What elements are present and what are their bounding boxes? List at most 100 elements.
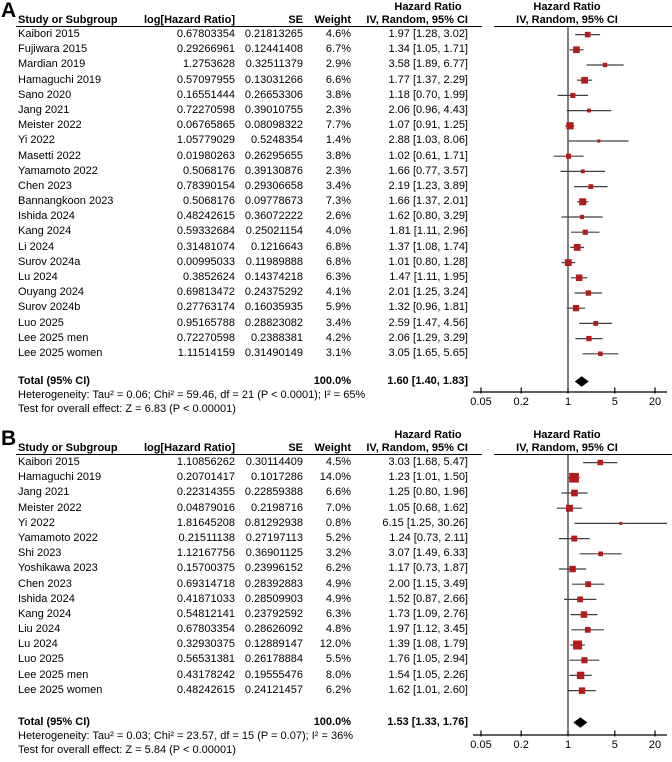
study-row: Surov 2024a 0.00995033 0.11989888 6.8% 1.01 … [0, 255, 672, 270]
study-row: Lu 2024 0.32930375 0.12889147 12.0% 1.39 [1.… [0, 637, 672, 652]
study-name: Hamaguchi 2019 [18, 471, 102, 484]
weight-value: 4.0% [325, 225, 351, 238]
x-axis-tick-label: 1 [565, 739, 571, 751]
study-column-header: Study or Subgroup [18, 14, 118, 26]
x-axis-tick-label: 20 [649, 739, 661, 751]
se-value: 0.28392883 [244, 577, 303, 590]
se-value: 0.24375292 [244, 286, 303, 299]
weight-value: 5.5% [325, 653, 351, 666]
point-estimate-marker [619, 521, 623, 525]
study-name: Li 2024 [18, 240, 55, 253]
total-row: Total (95% CI) 100.0% 1.60 [1.40, 1.83] [0, 374, 470, 389]
se-value: 0.31490149 [244, 346, 303, 359]
x-axis-tick-label: 20 [649, 396, 661, 408]
log-hr-value: 0.27763174 [176, 301, 235, 314]
se-value: 0.5248354 [251, 134, 303, 147]
hr-ci-text: 2.59 [1.47, 4.56] [388, 316, 468, 329]
weight-column-header: Weight [314, 442, 351, 454]
point-estimate-marker [597, 139, 601, 143]
point-estimate-marker [579, 214, 585, 220]
se-value: 0.26295655 [244, 149, 303, 162]
study-row: Luo 2025 0.56531381 0.26178884 5.5% 1.76 [1.… [0, 652, 672, 667]
point-estimate-marker [579, 198, 587, 206]
weight-value: 6.8% [325, 255, 351, 268]
log-hr-value: 0.67803354 [176, 28, 235, 40]
panel-b: B Hazard Ratio Hazard Ratio Study or Sub… [0, 428, 672, 762]
log-hr-value: 0.04879016 [176, 501, 235, 514]
point-estimate-marker [587, 108, 591, 113]
study-name: Lee 2025 women [18, 346, 103, 359]
study-name: Lu 2024 [18, 271, 58, 283]
study-row: Hamaguchi 2019 0.57097955 0.13031266 6.6% 1.… [0, 73, 672, 88]
hr-ci-text: 1.62 [1.01, 2.60] [388, 683, 468, 696]
point-estimate-marker [566, 122, 574, 130]
study-rows: Kaibori 2015 1.10856262 0.30114409 4.5% 3.03… [0, 455, 672, 698]
study-name: Yi 2022 [18, 516, 55, 529]
hr-ci-text: 2.06 [0.96, 4.43] [388, 103, 468, 116]
se-value: 0.11989888 [245, 255, 303, 268]
panel-b-header: Hazard Ratio Hazard Ratio Study or Subgr… [0, 428, 672, 455]
point-estimate-marker [572, 305, 580, 312]
se-value: 0.81292938 [244, 516, 303, 529]
log-hr-value: 1.12167756 [176, 547, 235, 560]
study-rows: Kaibori 2015 0.67803354 0.21813265 4.6% 1.97… [0, 27, 672, 361]
study-name: Lu 2024 [18, 638, 58, 651]
point-estimate-marker [584, 627, 591, 633]
hr-ci-text: 3.58 [1.89, 6.77] [388, 58, 468, 71]
se-value: 0.12441408 [244, 43, 303, 56]
se-value: 0.36072222 [244, 210, 303, 223]
hr-ci-text: 2.00 [1.15, 3.49] [388, 577, 468, 590]
study-name: Kaibori 2015 [18, 456, 80, 468]
log-hr-value: 0.43178242 [176, 668, 235, 681]
se-value: 0.08098322 [244, 119, 303, 132]
hr-ci-text: 1.47 [1.11, 1.95] [389, 271, 468, 283]
se-value: 0.14374218 [244, 271, 303, 283]
point-estimate-marker [602, 62, 608, 68]
weight-value: 4.9% [325, 577, 351, 590]
se-value: 0.28626092 [244, 623, 303, 636]
loghr-column-header: log[Hazard Ratio] [143, 442, 235, 454]
hr-ci-text: 1.07 [0.91, 1.25] [388, 119, 468, 132]
study-name: Meister 2022 [18, 501, 82, 514]
log-hr-value: 1.2753628 [183, 58, 235, 71]
weight-value: 3.2% [325, 547, 351, 560]
study-row: Surov 2024b 0.27763174 0.16035935 5.9% 1.32 … [0, 300, 672, 315]
hr-ci-text: 2.88 [1.03, 8.06] [388, 134, 468, 147]
total-diamond [574, 376, 589, 387]
point-estimate-marker [575, 274, 583, 281]
study-row: Shi 2023 1.12167756 0.36901125 3.2% 3.07 [1.… [0, 546, 672, 561]
point-estimate-marker [598, 551, 603, 557]
log-hr-value: 0.56531381 [176, 653, 235, 666]
log-hr-value: 0.15700375 [176, 562, 235, 575]
study-row: Masetti 2022 0.01980263 0.26295655 3.8% 1.02… [0, 149, 672, 164]
forest-plot-b: 0.05 0.2 1 5 20 [470, 455, 668, 751]
weight-value: 8.0% [325, 668, 351, 681]
log-hr-value: 0.57097955 [176, 73, 235, 86]
weight-value: 2.3% [325, 103, 351, 116]
study-name: Bannangkoon 2023 [18, 195, 114, 208]
point-estimate-marker [593, 321, 599, 326]
plot-column-header: IV, Random, 95% CI [516, 442, 618, 454]
point-estimate-marker [580, 169, 585, 174]
hr-ci-text: 2.01 [1.25, 3.24] [388, 286, 468, 299]
point-estimate-marker [581, 657, 588, 664]
hr-ci-text: 1.17 [0.73, 1.87] [388, 562, 468, 575]
hr-ci-text: 6.15 [1.25, 30.26] [382, 516, 468, 529]
point-estimate-marker [585, 290, 591, 296]
point-estimate-marker [577, 596, 584, 603]
log-hr-value: 0.69813472 [176, 286, 235, 299]
total-weight: 100.0% [313, 375, 351, 387]
study-name: Yamamoto 2022 [18, 531, 98, 544]
hr-ci-text: 1.39 [1.08, 1.79] [388, 638, 468, 651]
se-value: 0.24121457 [244, 683, 303, 696]
hr-plot-column-group-header: Hazard Ratio [533, 1, 601, 13]
point-estimate-marker [580, 611, 588, 618]
weight-value: 5.2% [325, 531, 351, 544]
se-value: 0.39010755 [244, 103, 303, 116]
weight-value: 7.7% [325, 119, 351, 132]
se-value: 0.36901125 [245, 547, 303, 560]
study-name: Mardian 2019 [18, 58, 86, 71]
point-estimate-marker [584, 31, 591, 38]
log-hr-value: 0.41871033 [176, 592, 235, 605]
weight-value: 2.3% [325, 164, 351, 177]
